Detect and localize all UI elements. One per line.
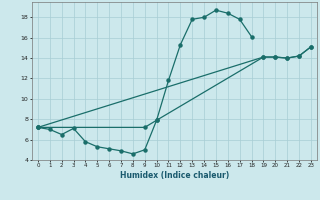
X-axis label: Humidex (Indice chaleur): Humidex (Indice chaleur): [120, 171, 229, 180]
